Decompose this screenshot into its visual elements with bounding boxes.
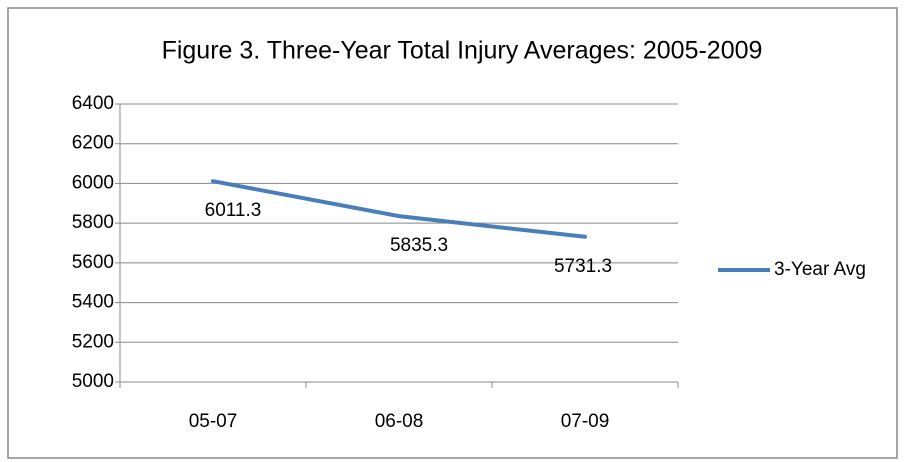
y-tick-label: 6000: [72, 172, 114, 193]
y-tick-label: 6400: [72, 93, 114, 114]
chart-frame: [7, 7, 898, 459]
y-tick-label: 5600: [72, 252, 114, 273]
y-tick-label: 5400: [72, 292, 114, 313]
x-tick-label: 07-09: [561, 411, 610, 432]
y-tick-label: 6200: [72, 133, 114, 154]
data-label: 6011.3: [205, 200, 262, 221]
y-tick-label: 5000: [72, 371, 114, 392]
y-tick-label: 5800: [72, 212, 114, 233]
data-label: 5731.3: [554, 256, 612, 277]
data-label: 5835.3: [390, 235, 448, 256]
y-tick-label: 5200: [72, 331, 114, 352]
series-line: [211, 179, 587, 239]
chart-title: Figure 3. Three-Year Total Injury Averag…: [162, 37, 763, 65]
legend-label: 3-Year Avg: [774, 259, 866, 280]
x-tick-label: 06-08: [375, 411, 424, 432]
x-tick-label: 05-07: [189, 411, 238, 432]
